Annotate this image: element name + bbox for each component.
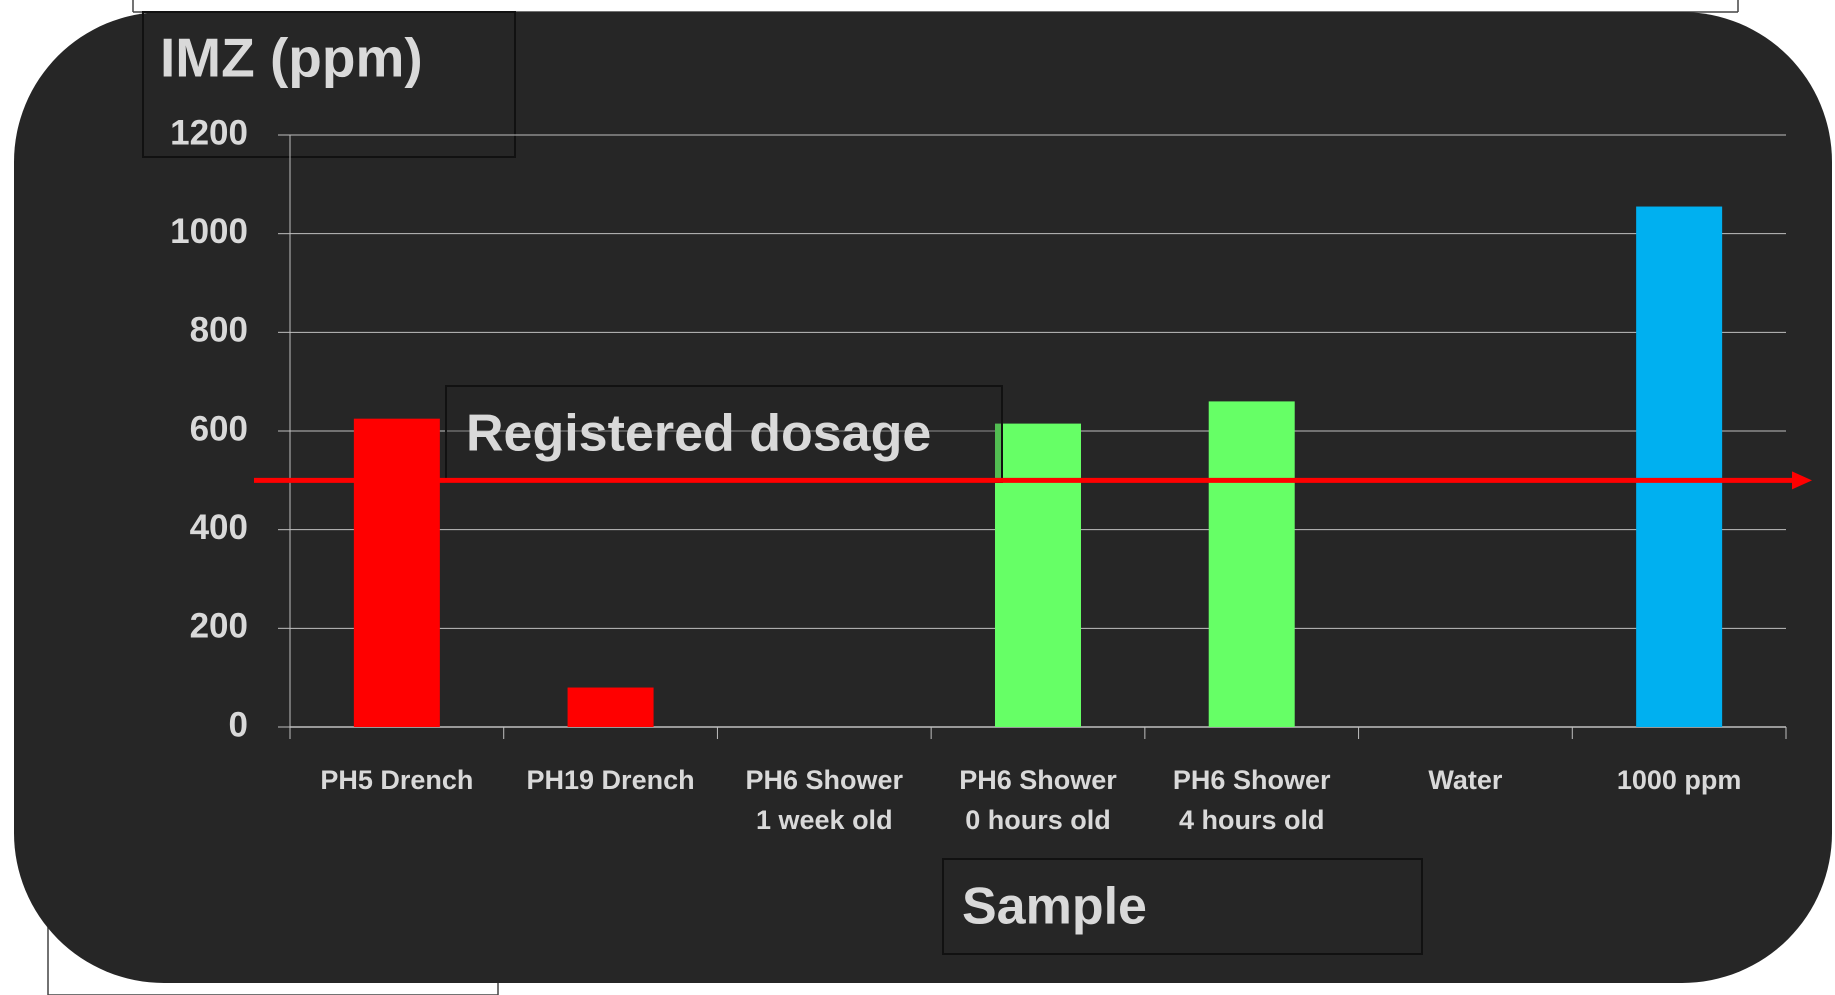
y-tick-label: 1200	[170, 113, 248, 152]
x-tick-label: Water	[1428, 765, 1503, 795]
title-box	[142, 11, 516, 158]
x-tick-label: 1000 ppm	[1616, 765, 1742, 795]
bar	[1636, 206, 1723, 728]
chart-title: IMZ (ppm)	[160, 27, 423, 89]
x-label-box	[942, 858, 1423, 955]
bar	[567, 687, 654, 727]
annotation: Registered dosage	[466, 405, 931, 463]
x-axis-label: Sample	[962, 878, 1147, 936]
y-tick-label: 1000	[170, 212, 248, 251]
y-tick-label: 800	[190, 311, 248, 350]
bar	[1208, 401, 1295, 727]
reference-arrow	[1792, 471, 1812, 490]
y-tick-label: 600	[190, 409, 248, 448]
y-tick-label: 400	[190, 508, 248, 547]
y-tick-label: 0	[229, 705, 248, 744]
chart-background	[14, 12, 1832, 983]
y-tick-label: 200	[190, 607, 248, 646]
bar	[353, 418, 440, 727]
x-tick-label: PH6 Shower 1 week old	[745, 765, 904, 835]
bar	[995, 423, 1081, 727]
x-tick-label: PH19 Drench	[526, 765, 695, 795]
x-tick-label: PH5 Drench	[320, 765, 474, 795]
x-tick-label: PH6 Shower 0 hours old	[959, 765, 1117, 835]
x-tick-label: PH6 Shower 4 hours old	[1172, 765, 1331, 835]
